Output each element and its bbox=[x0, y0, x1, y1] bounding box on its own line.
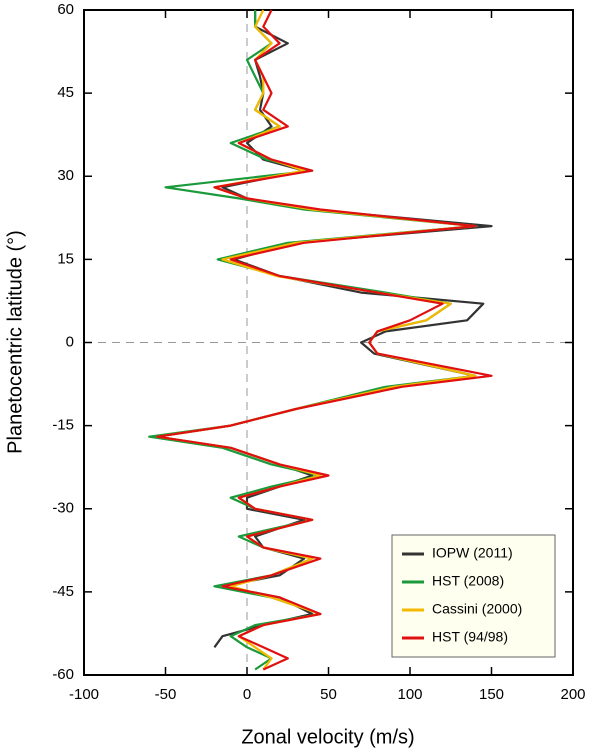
legend-text: HST (2008) bbox=[432, 573, 504, 589]
x-tick-label: -100 bbox=[69, 686, 99, 703]
legend-text: Cassini (2000) bbox=[432, 601, 522, 617]
legend-text: HST (94/98) bbox=[432, 629, 508, 645]
x-tick-label: 50 bbox=[320, 686, 337, 703]
y-tick-label: 30 bbox=[57, 167, 74, 184]
y-axis-title: Planetocentric latitude (°) bbox=[4, 230, 26, 454]
y-tick-label: 45 bbox=[57, 84, 74, 101]
y-tick-label: -60 bbox=[52, 666, 74, 683]
x-tick-label: 100 bbox=[397, 686, 422, 703]
y-tick-label: 0 bbox=[66, 333, 74, 350]
y-tick-label: -30 bbox=[52, 500, 74, 517]
x-tick-label: -50 bbox=[155, 686, 177, 703]
y-tick-label: 15 bbox=[57, 250, 74, 267]
legend-text: IOPW (2011) bbox=[432, 545, 513, 561]
y-tick-label: 60 bbox=[57, 1, 74, 18]
x-tick-label: 0 bbox=[243, 686, 251, 703]
x-tick-label: 200 bbox=[560, 686, 585, 703]
y-tick-label: -15 bbox=[52, 417, 74, 434]
x-axis-title: Zonal velocity (m/s) bbox=[241, 726, 414, 748]
y-tick-label: -45 bbox=[52, 583, 74, 600]
x-tick-label: 150 bbox=[479, 686, 504, 703]
profile-line bbox=[156, 9, 493, 671]
